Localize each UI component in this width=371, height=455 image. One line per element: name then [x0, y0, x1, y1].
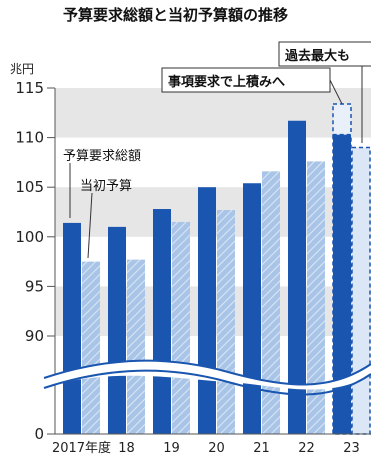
bar-request-18	[108, 226, 126, 434]
y-tick-label-115: 115	[15, 79, 44, 97]
y-unit: 兆円	[10, 62, 34, 76]
x-axis-ticks: 2017年度 18 19 20 21 22 23	[52, 440, 360, 455]
series-1-label: 予算要求総額	[63, 149, 141, 164]
series-2-leader	[87, 192, 93, 259]
x-tick-label-19: 19	[163, 441, 180, 455]
axis-break-line-bottom	[43, 369, 371, 396]
callout-1-text: 事項要求で上積みへ	[168, 74, 285, 90]
y-tick-label-90: 90	[25, 327, 44, 345]
callout-1-box	[161, 67, 331, 93]
x-tick-label-22: 22	[298, 441, 315, 455]
bar-budget-20	[217, 210, 235, 434]
callout-1-leader	[329, 79, 343, 105]
bar-request-extension-23	[332, 103, 352, 136]
callout-2-box	[278, 41, 371, 67]
bar-request-21	[243, 183, 261, 434]
x-tick-label-18: 18	[118, 441, 135, 455]
axis-break-wave	[44, 360, 371, 390]
y-tick-label-110: 110	[15, 129, 44, 147]
bar-request-2017年度	[63, 222, 81, 434]
y-tick-label-105: 105	[15, 178, 44, 196]
x-tick-label-20: 20	[208, 441, 225, 455]
x-tick-label-23: 23	[343, 441, 360, 455]
bar-budget-23	[351, 146, 371, 435]
bar-budget-22	[307, 161, 325, 434]
y-axis-ticks: 0 90 95 100 105 110 115	[15, 79, 55, 443]
y-tick-label-95: 95	[25, 277, 44, 295]
axis-break-line-top	[43, 359, 371, 386]
grid-band-0	[55, 88, 371, 138]
callout-2-text: 過去最大も	[284, 48, 350, 64]
bar-request-19	[153, 209, 171, 434]
bar-budget-21	[262, 171, 280, 434]
bar-budget-18	[127, 259, 145, 434]
y-tick-label-0: 0	[34, 425, 44, 443]
bar-budget-19	[172, 221, 190, 434]
bar-request-20	[198, 187, 216, 434]
bar-request-22	[288, 120, 306, 435]
series-2-label: 当初予算	[80, 179, 132, 194]
x-tick-label-2017年度: 2017年度	[52, 440, 111, 455]
x-tick-label-21: 21	[253, 441, 270, 455]
chart-title: 予算要求総額と当初予算額の推移	[63, 6, 288, 24]
y-tick-label-100: 100	[15, 228, 44, 246]
bar-budget-2017年度	[82, 261, 100, 434]
